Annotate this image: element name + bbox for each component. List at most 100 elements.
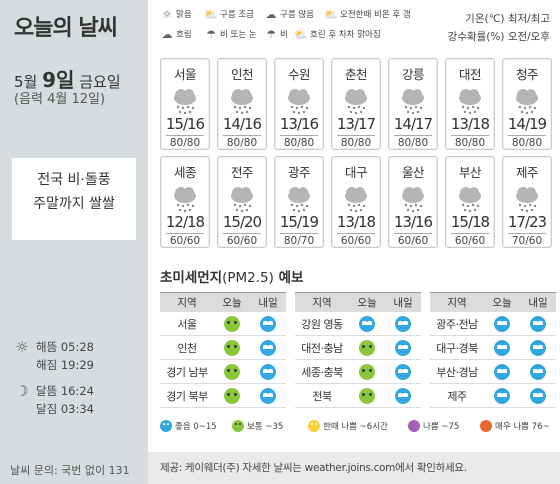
city-name: 춘천 [344,67,368,82]
city-temp: 15/18 [450,213,490,231]
city-temp: 14/17 [393,115,433,133]
main-panel: ☼ 맑음 ⛅ 구름 조금 ☁ 구름 많음 ⛅ 오전한때 비온 후 갬 ☁ 흐림 ☂ 비 또는… [148,0,560,484]
city-card: 수원 13/16 80/80 [274,58,324,150]
dust-title: 초미세먼지(PM2.5) 예보 [160,270,304,286]
city-precip: 80/80 [166,135,204,149]
city-card: 대전 13/18 80/80 [445,58,495,150]
rain-icon [218,184,266,214]
date: 5월 9일 금요일 [14,64,121,93]
city-name: 강릉 [401,67,425,82]
city-precip: 80/80 [394,135,432,149]
city-name: 제주 [515,165,539,180]
city-precip: 80/80 [223,135,261,149]
city-precip: 80/80 [280,135,318,149]
dust-legend: 좋음 0~15 보통 ~35 한때 나쁨 ~6시간 나쁨 ~75 매우 나쁨 7… [160,420,556,436]
dust-legend-worst: 매우 나쁨 76~ [480,420,550,432]
legend-item-clearing: ⛅ 흐린 후 차차 맑아짐 [294,27,381,41]
good-face-icon [260,387,276,404]
dust-region: 광주·전남 [436,317,478,331]
city-temp: 13/18 [450,115,490,133]
city-precip: 80/80 [337,135,375,149]
sun-icon: ☼ [15,338,29,356]
legend-item-sunny: ☼ 맑음 [160,8,192,21]
city-temp: 13/17 [336,115,376,133]
legend-item-overcast: ☁ 흐림 [161,27,192,41]
good-face-icon [530,363,546,380]
good-face-icon [494,315,510,332]
worst-face-icon [480,420,492,432]
city-card: 인천 14/16 80/80 [217,58,267,150]
dust-header: 지역 오늘 내일 [160,292,286,312]
moonrise-row: ☽ 달뜸 16:24 [12,382,94,400]
left-panel: 오늘의 날씨 5월 9일 금요일 (음력 4월 12일) 전국 비·돌풍 주말까… [0,0,148,484]
cloud-little-icon: ⛅ [204,7,218,21]
good-face-icon [359,315,375,332]
day-label: 9일 [42,68,75,92]
dust-row: 경기 북부 [160,384,286,408]
moonset-label: 달짐 [36,402,58,416]
good-face-icon [260,339,276,356]
city-name: 세종 [173,165,197,180]
city-precip: 60/60 [394,233,432,247]
normal-face-icon [359,387,375,404]
city-precip: 60/60 [223,233,261,247]
city-name: 울산 [401,165,425,180]
city-name: 광주 [287,165,311,180]
moonrise-label: 달뜸 [36,384,58,398]
rain-icon [275,184,323,214]
dust-region: 대전·충남 [301,341,343,355]
city-temp: 14/19 [507,115,547,133]
cloud-much-icon: ☁ [265,7,277,21]
good-face-icon [395,315,411,332]
overcast-icon: ☁ [161,27,173,41]
rain-icon [389,184,437,214]
city-card: 서울 15/16 80/80 [160,58,210,150]
dust-region: 경기 북부 [166,389,208,403]
dust-region: 부산·경남 [436,365,478,379]
sunset-label: 해짐 [36,358,58,372]
dust-legend-bad: 한때 나쁨 ~6시간 [308,420,388,432]
dust-row: 세종·충북 [295,360,421,384]
rain-icon [503,86,551,116]
normal-face-icon [359,339,375,356]
good-face-icon [494,339,510,356]
normal-face-icon [224,387,240,404]
city-temp: 15/20 [222,213,262,231]
city-precip: 60/60 [166,233,204,247]
city-precip: 80/70 [280,233,318,247]
sun-moon-times: ☼ 해뜸 05:28 해짐 19:29 ☽ 달뜸 16:24 달짐 03:34 [12,338,94,418]
rain-icon [218,86,266,116]
good-face-icon [494,363,510,380]
dust-row: 서울 [160,312,286,336]
city-card: 제주 17/23 70/60 [502,156,552,248]
rain-icon [332,184,380,214]
dust-row: 인천 [160,336,286,360]
legend-item-cloud-much: ☁ 구름 많음 [265,7,314,21]
sunrise-label: 해뜸 [36,340,58,354]
normal-face-icon [224,315,240,332]
city-temp: 13/16 [279,115,319,133]
good-face-icon [395,387,411,404]
normal-face-icon [359,363,375,380]
headline-box: 전국 비·돌풍 주말까지 쌀쌀 [12,158,136,240]
city-temp: 15/16 [165,115,205,133]
rain-icon [503,184,551,214]
city-card: 전주 15/20 60/60 [217,156,267,248]
clearing-icon: ⛅ [294,27,308,41]
good-face-icon [395,363,411,380]
city-name: 부산 [458,165,482,180]
dust-header: 지역 오늘 내일 [295,292,421,312]
headline-line-2: 주말까지 쌀쌀 [33,196,115,212]
dust-row: 대구·경북 [430,336,556,360]
city-precip: 80/80 [508,135,546,149]
city-name: 대전 [458,67,482,82]
rain-icon [446,86,494,116]
inquiry-text: 날씨 문의: 국번 없이 131 [10,464,130,477]
city-temp: 14/16 [222,115,262,133]
city-card: 세종 12/18 60/60 [160,156,210,248]
city-card: 광주 15/19 80/70 [274,156,324,248]
source-footer: 제공: 케이웨더(주) 자세한 날씨는 weather.joins.com에서 … [148,452,560,484]
city-temp: 17/23 [507,213,547,231]
dust-row: 부산·경남 [430,360,556,384]
rain-icon [161,184,209,214]
